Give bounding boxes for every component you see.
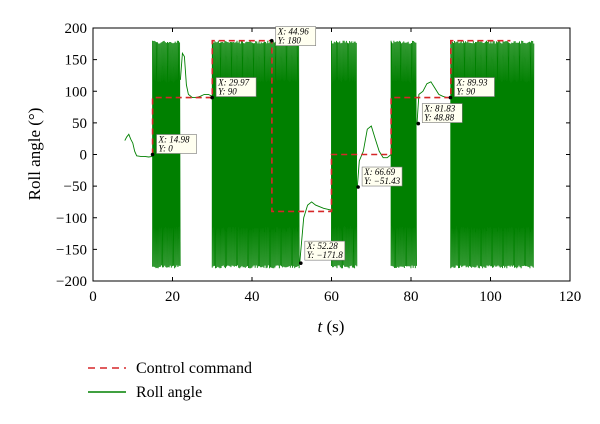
datatip-marker bbox=[150, 152, 155, 157]
y-axis-label: Roll angle (°) bbox=[25, 108, 44, 201]
datatip-box bbox=[304, 240, 346, 261]
x-tick-label: 20 bbox=[165, 289, 180, 305]
control-command-line bbox=[151, 39, 511, 213]
roll-angle-line-segment bbox=[450, 40, 535, 269]
datatip-y-label: Y: 90 bbox=[456, 87, 475, 97]
y-tick-label: −150 bbox=[56, 242, 87, 258]
datatip-box bbox=[454, 77, 495, 97]
x-axis-label-var: t bbox=[318, 317, 324, 336]
y-tick-label: 50 bbox=[72, 116, 87, 132]
datatip-y-label: Y: 90 bbox=[218, 87, 237, 97]
x-axis-label: t (s) bbox=[318, 317, 345, 336]
datatip-annotations: X: 14.98Y: 0X: 29.97Y: 90X: 44.96Y: 180X… bbox=[150, 26, 495, 265]
x-tick-label: 40 bbox=[245, 289, 260, 305]
y-tick-label: −200 bbox=[56, 274, 87, 290]
datatip-box bbox=[421, 103, 463, 123]
y-axis: −200 −150 −100 −50 0 50 100 150 200 bbox=[56, 21, 570, 290]
datatip-marker bbox=[356, 185, 360, 189]
datatip-y-label: Y: 48.88 bbox=[424, 113, 454, 123]
datatip-marker bbox=[269, 38, 274, 43]
legend: Control command Roll angle bbox=[88, 360, 252, 401]
datatip-y-label: Y: 180 bbox=[278, 36, 302, 46]
roll-angle-line-segment bbox=[356, 125, 392, 188]
y-tick-label: 150 bbox=[65, 53, 88, 69]
datatip-x-label: X: 66.69 bbox=[363, 167, 395, 177]
y-tick-label: −50 bbox=[64, 179, 87, 195]
roll-angle-line-segment bbox=[152, 40, 181, 269]
x-tick-label: 80 bbox=[404, 289, 419, 305]
datatip-box bbox=[361, 166, 403, 187]
x-tick-label: 0 bbox=[89, 289, 97, 305]
datatip-x-label: X: 44.96 bbox=[277, 27, 309, 37]
x-axis-label-unit: (s) bbox=[322, 317, 344, 336]
datatip-marker bbox=[299, 261, 303, 265]
x-tick-label: 100 bbox=[479, 289, 502, 305]
datatip-marker bbox=[448, 95, 453, 100]
y-tick-label: 200 bbox=[65, 21, 88, 37]
roll-angle-line-segment bbox=[211, 40, 300, 269]
datatip-y-label: Y: −51.43 bbox=[364, 176, 400, 186]
legend-roll-label: Roll angle bbox=[136, 384, 202, 401]
datatip-y-label: Y: 0 bbox=[159, 144, 174, 154]
x-axis: 0 20 40 60 80 100 120 bbox=[89, 28, 581, 305]
roll-angle-line-segment bbox=[390, 40, 417, 269]
datatip-x-label: X: 52.28 bbox=[306, 241, 338, 251]
datatip-x-label: X: 29.97 bbox=[217, 78, 249, 88]
datatip-box bbox=[156, 134, 197, 154]
roll-angle-line-segment bbox=[124, 133, 153, 158]
y-tick-label: 0 bbox=[80, 148, 88, 164]
datatip-x-label: X: 81.83 bbox=[423, 104, 455, 114]
y-tick-label: −100 bbox=[56, 211, 87, 227]
roll-angle-line-segment bbox=[299, 201, 332, 264]
control-command-series bbox=[151, 39, 511, 213]
roll-angle-line-segment bbox=[179, 51, 213, 99]
x-tick-label: 60 bbox=[324, 289, 339, 305]
roll-angle-line-segment bbox=[331, 40, 358, 269]
datatip-box bbox=[215, 77, 257, 97]
x-tick-label: 120 bbox=[559, 289, 582, 305]
y-tick-label: 100 bbox=[65, 84, 88, 100]
legend-control-label: Control command bbox=[136, 360, 252, 377]
datatip-y-label: Y: −171.8 bbox=[307, 250, 343, 260]
roll-angle-series bbox=[124, 40, 535, 269]
datatip-marker bbox=[416, 121, 421, 126]
datatip-marker bbox=[210, 95, 214, 100]
datatip-x-label: X: 14.98 bbox=[158, 135, 190, 145]
datatip-x-label: X: 89.93 bbox=[455, 78, 487, 88]
datatip-box bbox=[275, 26, 317, 46]
